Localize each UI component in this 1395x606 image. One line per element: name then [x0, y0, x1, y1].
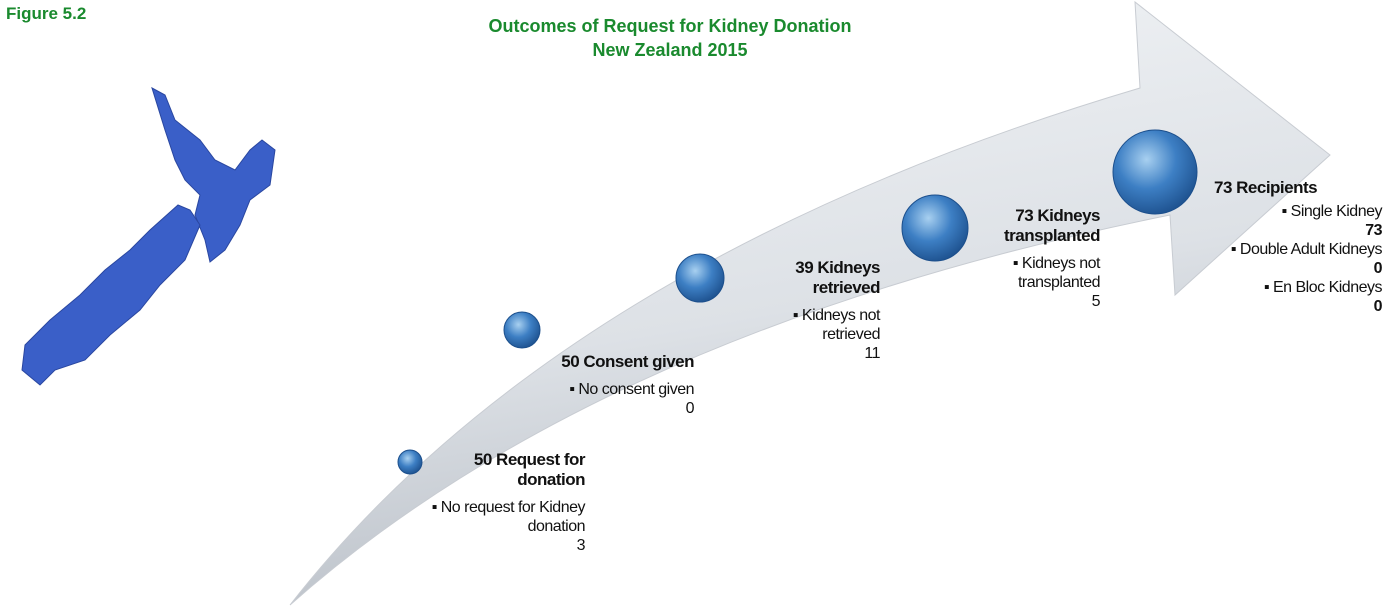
step-heading: 50 Consent given — [561, 352, 694, 371]
step: 73 Kidneys transplanted Kidneys not trans… — [950, 206, 1101, 311]
detail-value: 3 — [576, 537, 586, 554]
step: 50 Request for donation No request for Ki… — [420, 450, 586, 555]
step-heading: 73 Kidneys transplanted — [1003, 206, 1101, 245]
detail-value: 0 — [685, 400, 695, 417]
step: 39 Kidneys retrieved Kidneys not retrieve… — [740, 258, 880, 363]
detail-value: 0 — [1373, 298, 1383, 315]
detail-text: No consent given — [560, 380, 694, 399]
detail-text: En Bloc Kidneys — [1200, 278, 1383, 297]
figure-label: Figure 5.2 — [6, 4, 87, 23]
title: New Zealand 2015 — [592, 40, 748, 60]
detail-text: Kidneys not retrieved — [740, 306, 881, 344]
step-heading: 73 Recipients — [1214, 178, 1318, 197]
title: Outcomes of Request for Kidney Donation — [488, 16, 852, 36]
detail-value: 5 — [1091, 293, 1101, 310]
detail-text: No request for Kidney donation — [420, 498, 586, 536]
detail-value: 11 — [864, 345, 880, 362]
detail-text: Kidneys not transplanted — [950, 254, 1101, 292]
detail-value: 0 — [1373, 260, 1383, 277]
detail-text: Double Adult Kidneys — [1200, 240, 1383, 259]
step-heading: 39 Kidneys retrieved — [795, 258, 880, 297]
step: 73 Recipients Single Kidney73Double Adult… — [1200, 178, 1383, 316]
step-heading: 50 Request for donation — [473, 450, 586, 489]
nz-map — [21, 86, 276, 386]
spheres — [397, 129, 1198, 475]
detail-value: 73 — [1365, 222, 1382, 239]
step-details: Single Kidney73Double Adult Kidneys0En B… — [1200, 202, 1383, 316]
arrow — [289, 0, 1331, 606]
detail-text: Single Kidney — [1200, 202, 1383, 221]
